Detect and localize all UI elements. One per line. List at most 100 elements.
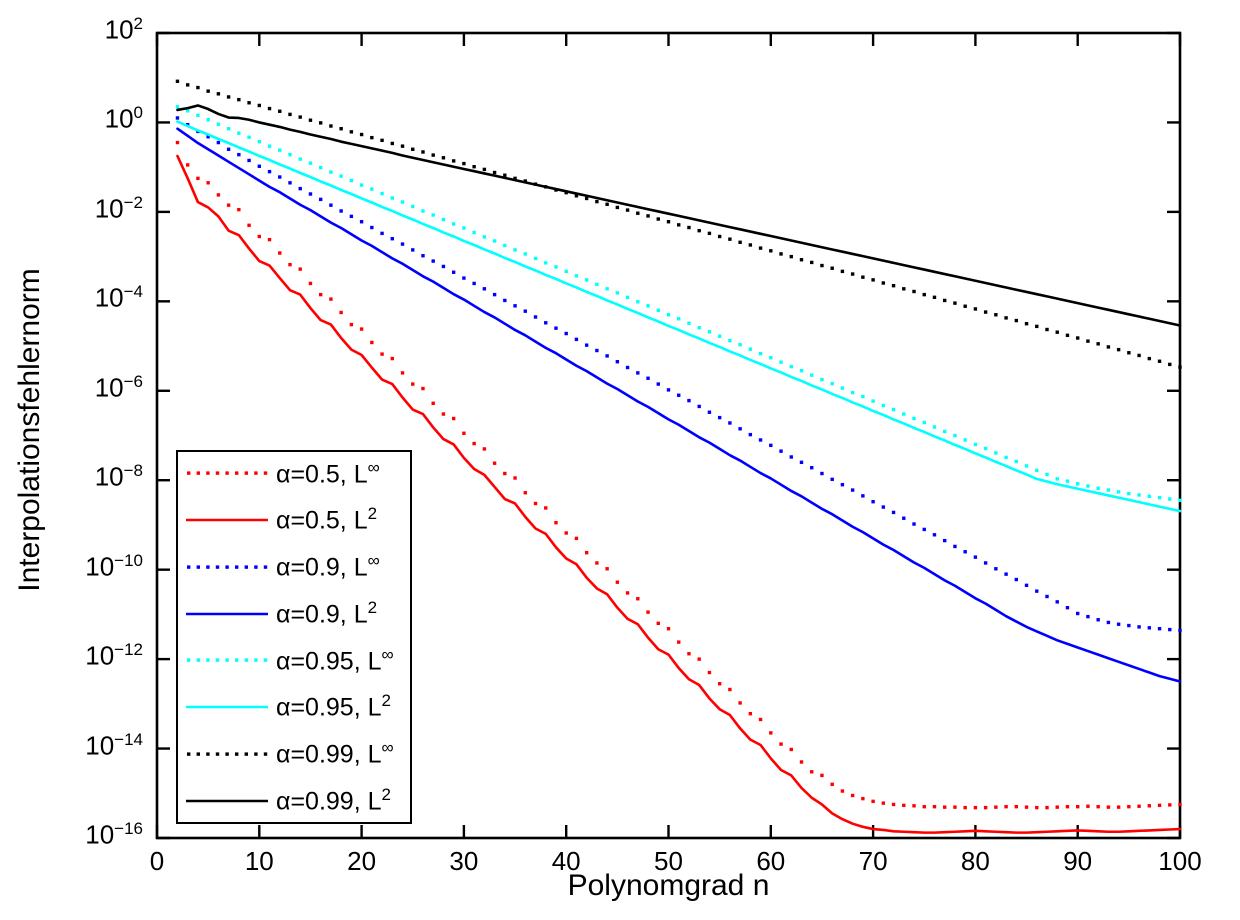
series-dot [912,522,916,526]
series-dot [237,131,241,135]
series-dot [1157,803,1162,808]
series-dot [1147,356,1152,361]
y-axis-label-container: Interpolationsfehlernorm [0,0,60,860]
series-dot [953,544,957,549]
legend-item[interactable]: α=0.5, L∞ [176,450,412,496]
series-dot [482,447,487,451]
series-dot [298,157,302,161]
series-dot [1035,589,1039,593]
series-dot [503,298,507,303]
series-dot [738,343,742,347]
series-dot [411,204,415,209]
series-dot [1106,345,1111,349]
series-dot [390,237,394,241]
series-dot [278,175,282,179]
series-dot [380,191,384,196]
series-dot [1035,324,1039,329]
series-dot [1024,321,1029,326]
series-dot [881,801,886,805]
series-dot [472,441,476,446]
series-dot [666,627,671,631]
series-dot [943,429,947,434]
series-dot [482,287,487,291]
series-dot [349,214,354,219]
series-dot [697,228,701,233]
series-dot [441,412,446,416]
series-dot [1045,594,1049,599]
series-dot [953,301,957,305]
legend-item[interactable]: α=0.99, L∞ [176,731,412,777]
series-dot [840,269,845,274]
series-dot [1116,805,1121,809]
series-dot [1035,805,1039,810]
series-dot [247,158,251,163]
legend-line-sample [184,463,270,483]
series-dot [963,304,967,308]
series-dot [451,416,456,421]
legend-item[interactable]: α=0.95, L2 [176,684,412,730]
series-dot [1065,479,1070,483]
series-dot [656,382,660,386]
series-dot [1168,497,1172,501]
series-dot [687,321,691,325]
series-dot [1024,464,1029,468]
series-dot [380,231,384,236]
series-dot [666,220,671,224]
series-dot [431,153,435,157]
series-dot [1004,572,1008,576]
series-dot [247,101,251,105]
series-dot [492,461,497,465]
series-dot [400,371,405,375]
legend-item[interactable]: α=0.9, L∞ [176,544,412,590]
series-dot [1055,805,1059,809]
series-dot [1178,802,1182,807]
series-dot [441,156,446,160]
series-dot [1014,804,1019,809]
series-dot [717,415,722,420]
series-dot [339,174,343,178]
series-dot [349,130,354,134]
legend-item[interactable]: α=0.9, L2 [176,591,412,637]
series-dot [1157,495,1162,500]
series-dot [666,313,671,317]
series-dot [769,731,773,735]
series-dot [820,773,824,778]
series-dot [574,274,579,278]
legend-item[interactable]: α=0.99, L2 [176,778,412,824]
series-dot [267,106,272,111]
series-dot [257,164,261,168]
series-dot [257,139,261,144]
series-dot [1157,359,1162,363]
series-line [176,127,1182,683]
series-dot [370,135,374,140]
series-dot [922,292,926,297]
series-dot [482,167,487,172]
series-dot [206,89,210,93]
series-dot [584,278,589,282]
series-dot [513,248,517,252]
series-dot [175,116,180,120]
x-tick-label: 90 [1063,846,1093,876]
series-dot [216,92,221,96]
series-dot [1004,804,1008,809]
series-dot [544,506,548,510]
series-dot [605,354,609,358]
series-dot [973,805,978,810]
series-dot [605,202,609,206]
series-dot [636,371,640,375]
series-dot [636,300,640,304]
series-dot [850,488,855,492]
series-dot [196,85,200,90]
legend-item-label: α=0.9, L∞ [276,551,380,582]
series-dot [441,217,446,222]
series-dot [288,181,292,185]
series-dot [544,321,548,325]
series-dot [881,281,886,285]
series-dot [482,235,487,239]
series-dot [390,141,394,146]
legend-item[interactable]: α=0.95, L∞ [176,637,412,683]
series-dot [779,449,783,453]
series-dot [625,295,630,300]
legend-item[interactable]: α=0.5, L2 [176,497,412,543]
